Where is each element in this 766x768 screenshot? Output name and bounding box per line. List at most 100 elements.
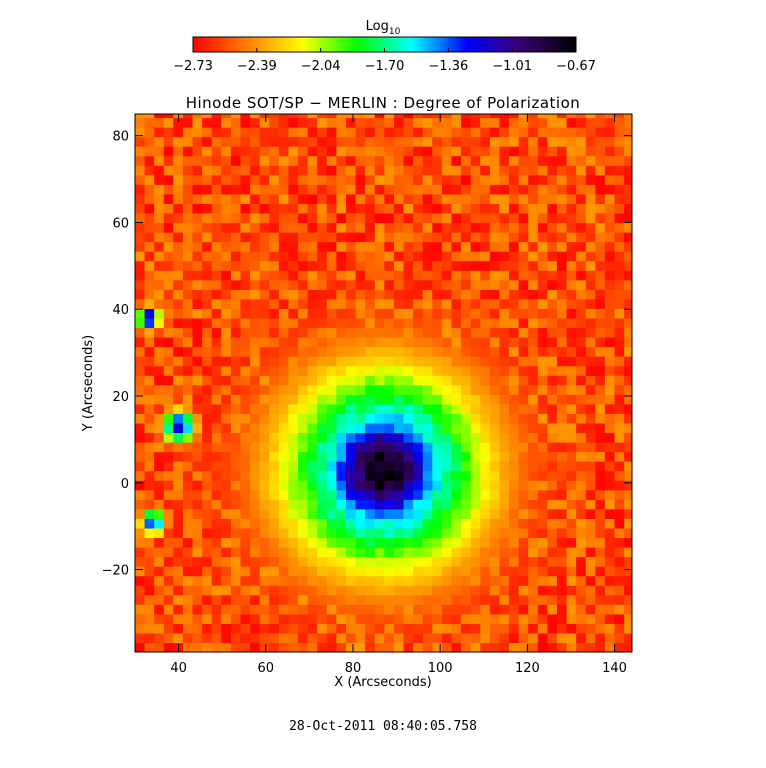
- heatmap-cell: [566, 308, 577, 319]
- heatmap-cell: [173, 241, 184, 252]
- heatmap-cell: [537, 518, 549, 529]
- heatmap-cell: [422, 127, 433, 138]
- heatmap-cell: [624, 203, 632, 214]
- heatmap-cell: [422, 346, 433, 357]
- heatmap-cell: [576, 222, 587, 233]
- heatmap-cell: [307, 117, 318, 128]
- heatmap-cell: [346, 114, 357, 119]
- heatmap-cell: [509, 375, 520, 386]
- heatmap-cell: [403, 537, 414, 548]
- heatmap-cell: [441, 442, 453, 453]
- heatmap-cell: [624, 251, 632, 262]
- heatmap-cell: [422, 537, 433, 548]
- y-tick-label: 40: [112, 303, 129, 318]
- heatmap-cell: [346, 403, 357, 414]
- heatmap-cell: [288, 327, 299, 338]
- heatmap-cell: [528, 289, 539, 300]
- heatmap-cell: [518, 623, 529, 634]
- heatmap-cell: [221, 174, 232, 185]
- heatmap-cell: [326, 232, 338, 243]
- heatmap-cell: [441, 327, 453, 338]
- heatmap-cell: [547, 346, 558, 357]
- heatmap-cell: [202, 289, 213, 300]
- heatmap-cell: [451, 270, 462, 281]
- heatmap-cell: [230, 556, 242, 567]
- heatmap-cell: [307, 375, 318, 386]
- heatmap-cell: [509, 613, 520, 624]
- heatmap-cell: [250, 604, 261, 615]
- heatmap-cell: [326, 289, 338, 300]
- heatmap-cell: [624, 518, 632, 529]
- heatmap-cell: [154, 317, 165, 329]
- heatmap-cell: [461, 270, 472, 281]
- heatmap-cell: [336, 422, 347, 434]
- heatmap-cell: [221, 260, 232, 271]
- heatmap-cell: [355, 575, 366, 586]
- heatmap-cell: [604, 165, 616, 176]
- heatmap-cell: [326, 222, 338, 233]
- heatmap-cell: [259, 632, 270, 644]
- heatmap-cell: [413, 346, 424, 357]
- heatmap-cell: [518, 470, 529, 481]
- heatmap-cell: [614, 222, 625, 233]
- heatmap-cell: [355, 241, 366, 252]
- heatmap-cell: [470, 165, 481, 176]
- heatmap-cell: [470, 232, 481, 243]
- heatmap-cell: [278, 117, 290, 128]
- heatmap-cell: [240, 203, 251, 214]
- heatmap-cell: [250, 556, 261, 567]
- heatmap-cell: [211, 594, 222, 605]
- heatmap-cell: [595, 508, 606, 519]
- heatmap-cell: [432, 451, 443, 462]
- heatmap-cell: [576, 232, 587, 243]
- heatmap-cell: [192, 594, 203, 605]
- heatmap-cell: [403, 594, 414, 605]
- heatmap-cell: [365, 289, 376, 300]
- heatmap-cell: [422, 365, 433, 376]
- heatmap-cell: [240, 222, 251, 233]
- heatmap-cell: [298, 470, 309, 481]
- heatmap-cell: [547, 337, 558, 348]
- heatmap-cell: [317, 422, 328, 434]
- heatmap-cell: [154, 470, 165, 481]
- heatmap-cell: [135, 117, 146, 128]
- heatmap-cell: [432, 480, 443, 491]
- heatmap-cell: [393, 308, 405, 319]
- heatmap-cell: [624, 193, 632, 204]
- heatmap-cell: [278, 537, 290, 548]
- heatmap-cell: [144, 308, 155, 319]
- heatmap-cell: [393, 604, 405, 615]
- heatmap-cell: [604, 146, 616, 157]
- heatmap-cell: [393, 499, 405, 510]
- heatmap-cell: [557, 308, 568, 319]
- heatmap-cell: [298, 327, 309, 338]
- heatmap-cell: [528, 203, 539, 214]
- heatmap-cell: [604, 184, 616, 195]
- heatmap-cell: [250, 193, 261, 204]
- heatmap-cell: [624, 241, 632, 252]
- heatmap-cell: [604, 461, 616, 472]
- heatmap-cell: [182, 537, 194, 548]
- heatmap-cell: [480, 337, 491, 348]
- heatmap-cell: [317, 575, 328, 586]
- heatmap-cell: [336, 499, 347, 510]
- heatmap-cell: [221, 308, 232, 319]
- heatmap-cell: [413, 308, 424, 319]
- heatmap-cell: [221, 642, 232, 652]
- heatmap-cell: [585, 222, 596, 233]
- heatmap-cell: [441, 413, 453, 424]
- heatmap-cell: [192, 117, 203, 128]
- heatmap-cell: [355, 356, 366, 367]
- heatmap-cell: [518, 442, 529, 453]
- heatmap-cell: [576, 146, 587, 157]
- heatmap-cell: [413, 117, 424, 128]
- heatmap-cell: [182, 384, 194, 395]
- heatmap-cell: [499, 222, 510, 233]
- heatmap-cell: [518, 114, 529, 119]
- heatmap-cell: [595, 547, 606, 558]
- heatmap-cell: [298, 585, 309, 596]
- heatmap-cell: [230, 270, 242, 281]
- heatmap-cell: [451, 480, 462, 491]
- heatmap-cell: [298, 193, 309, 204]
- heatmap-cell: [259, 413, 270, 424]
